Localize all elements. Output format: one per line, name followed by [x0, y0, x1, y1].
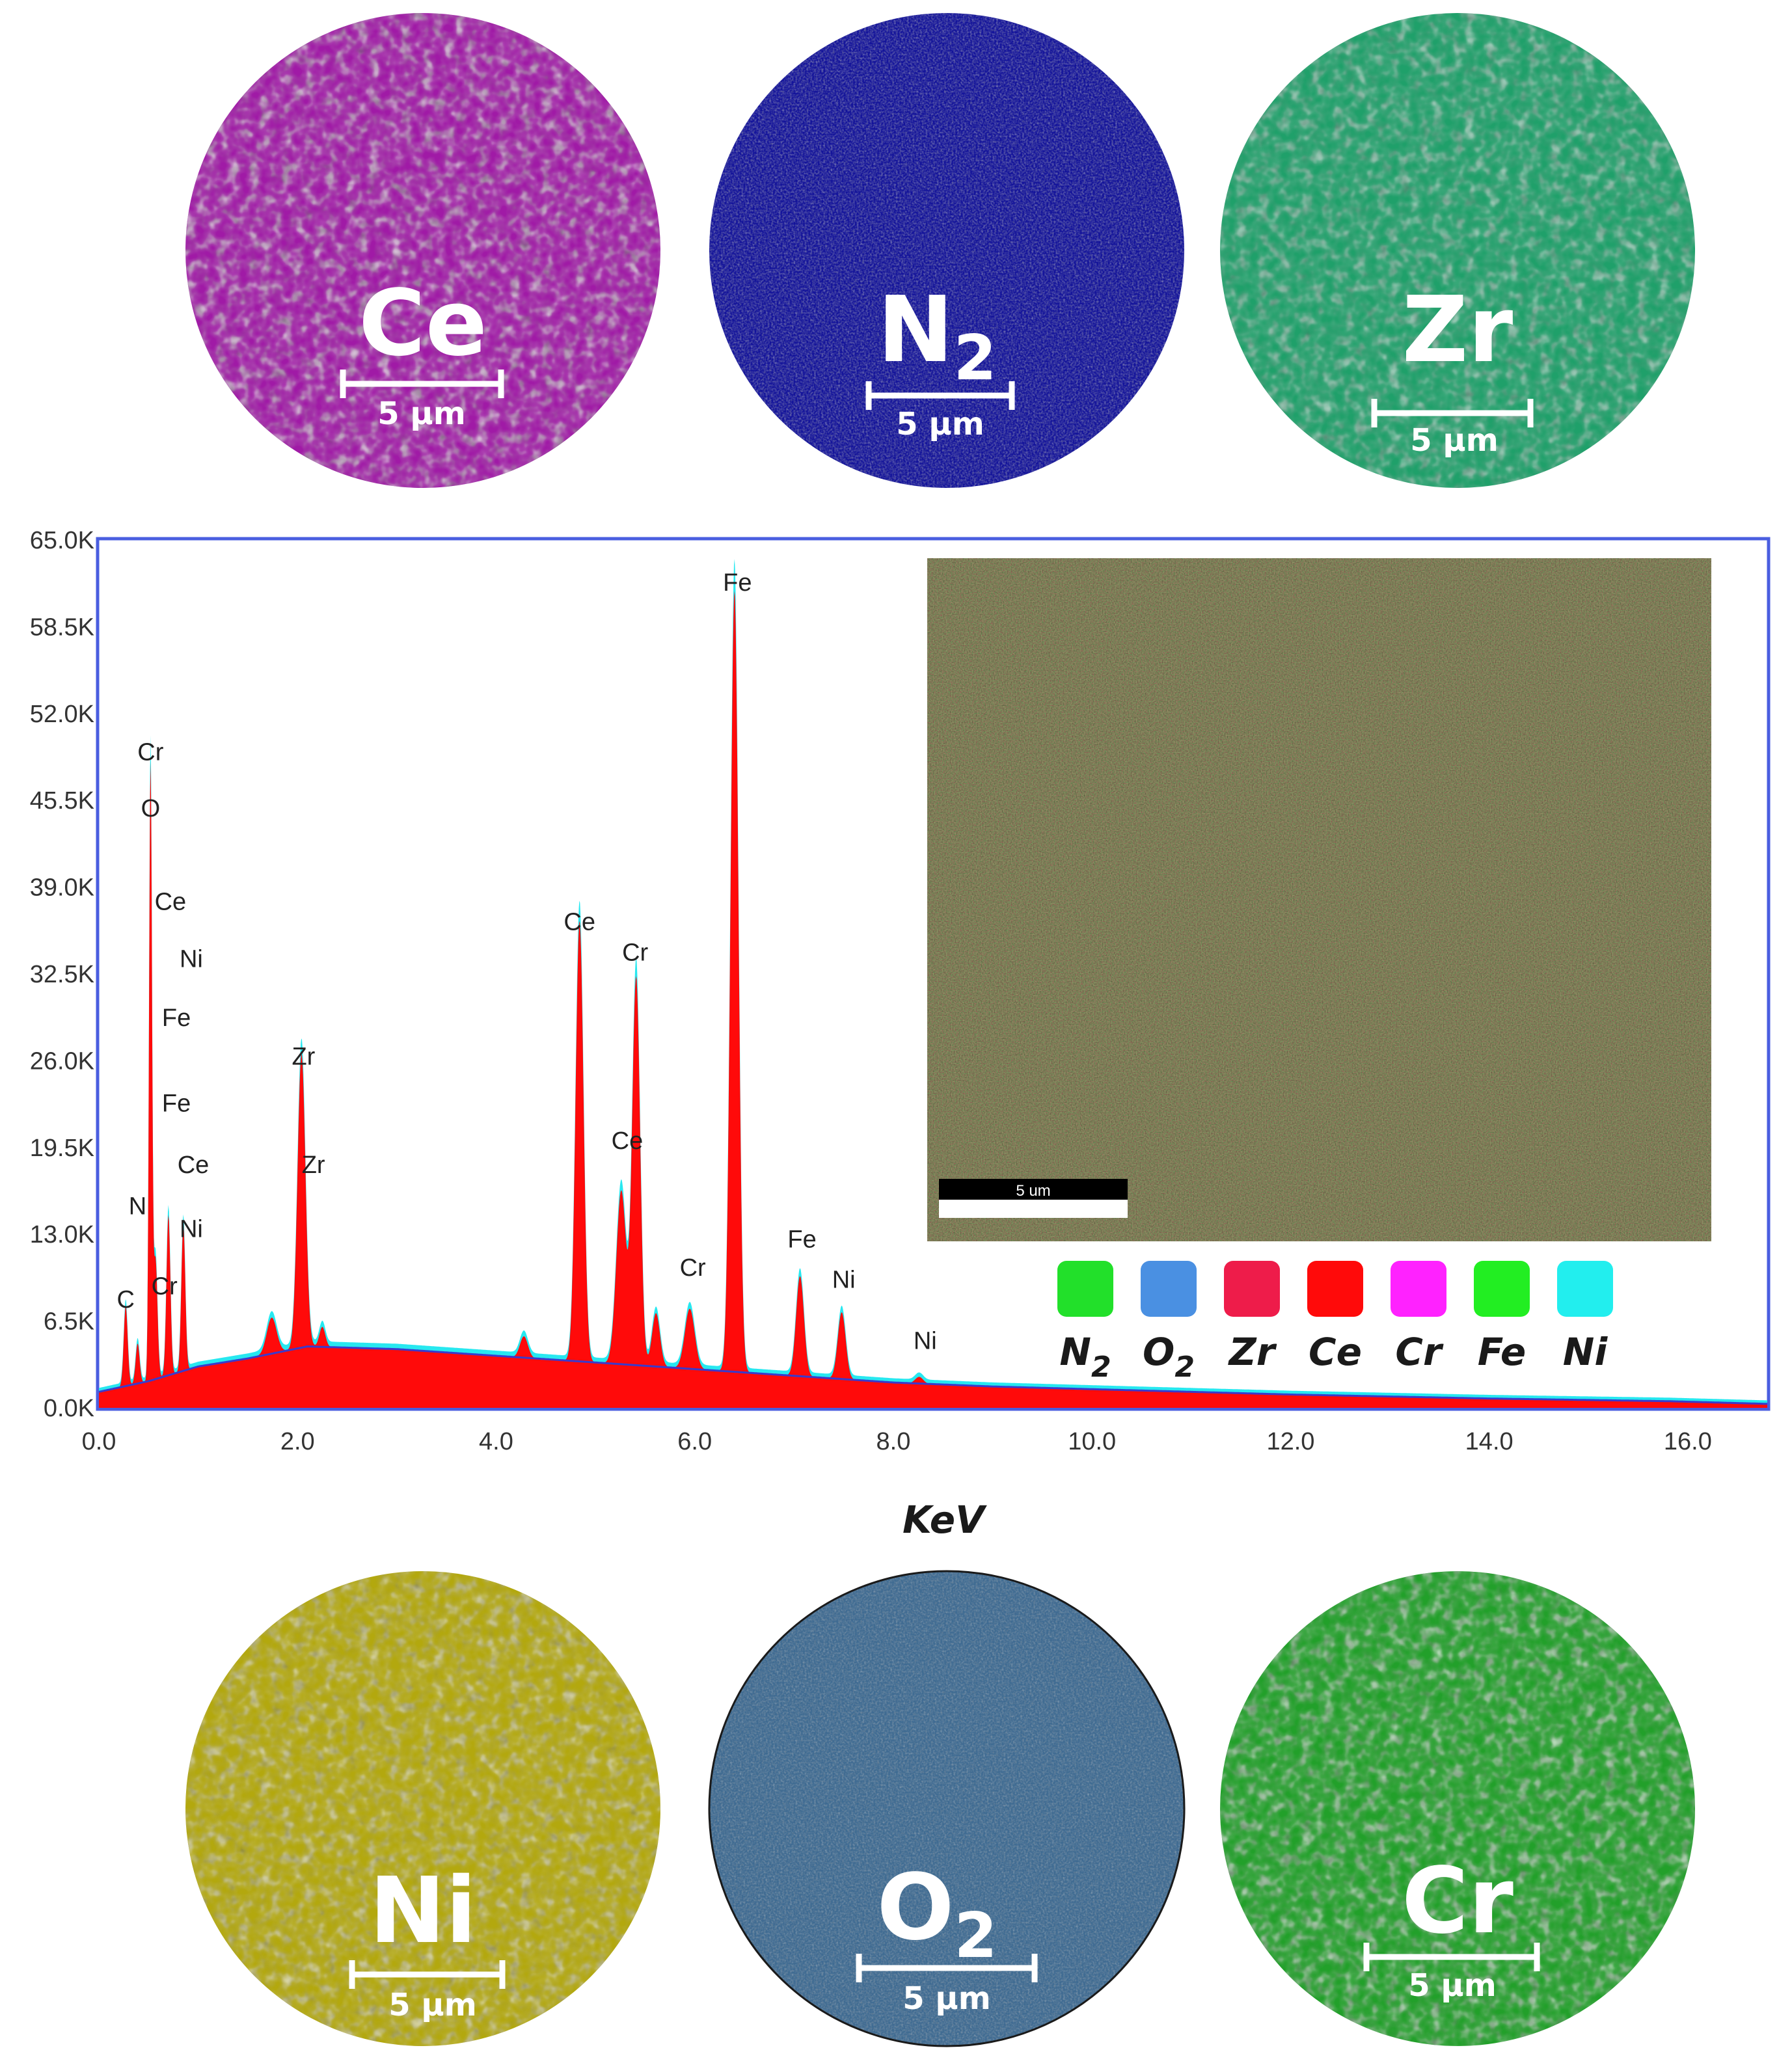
y-tick-label: 6.5K — [44, 1308, 94, 1336]
legend-swatch — [1141, 1261, 1197, 1317]
peak-label: Fe — [162, 1005, 191, 1032]
x-tick-label: 12.0 — [1266, 1428, 1314, 1455]
map-zr-label: Zr — [1402, 277, 1514, 383]
peak-label: Ce — [155, 888, 187, 915]
map-cr: Cr 5 µm — [1220, 1571, 1695, 2046]
legend-label: O2 — [1143, 1330, 1195, 1384]
peak-label: Zr — [292, 1044, 315, 1071]
x-axis-ticks: 0.0 2.0 4.0 6.0 8.0 10.0 12.0 14.0 16.0 — [82, 1428, 1712, 1455]
y-axis-ticks: 0.0K 6.5K 13.0K 19.5K 26.0K 32.5K 39.0K 45.5K 52… — [30, 527, 94, 1422]
x-tick-label: 10.0 — [1068, 1428, 1116, 1455]
legend-label: Zr — [1228, 1330, 1277, 1374]
y-tick-label: 39.0K — [30, 874, 94, 902]
y-tick-label: 0.0K — [44, 1395, 94, 1422]
peak-label: Fe — [787, 1226, 816, 1254]
background-curve — [98, 1345, 1767, 1405]
map-zr: Zr 5 µm — [1220, 13, 1695, 488]
map-n2-scale-text: 5 µm — [896, 406, 984, 442]
peak-label: Cr — [152, 1273, 178, 1301]
peak-label: O — [141, 795, 161, 822]
map-o2-scale-text: 5 µm — [903, 1980, 990, 2017]
x-tick-label: 4.0 — [479, 1428, 513, 1455]
peak-label: Fe — [162, 1090, 191, 1117]
x-tick-label: 6.0 — [677, 1428, 712, 1455]
map-cr-scale-text: 5 µm — [1408, 1967, 1496, 2004]
map-zr-scale-text: 5 µm — [1410, 422, 1498, 459]
legend-swatch — [1474, 1261, 1530, 1317]
x-axis-title: KeV — [903, 1498, 987, 1542]
legend-swatch — [1224, 1261, 1280, 1317]
y-tick-label: 52.0K — [30, 701, 94, 728]
map-ce-scale-text: 5 µm — [377, 396, 465, 432]
map-n2-scalebar — [865, 381, 1015, 410]
peak-label: Cr — [680, 1254, 706, 1282]
inset-scale-text: 5 um — [1016, 1182, 1050, 1200]
y-tick-label: 65.0K — [30, 527, 94, 554]
peak-label: Cr — [137, 739, 163, 766]
peak-label: C — [116, 1286, 134, 1314]
legend-label: Ni — [1563, 1330, 1609, 1374]
peak-label: Ce — [178, 1152, 210, 1179]
map-zr-scalebar — [1371, 399, 1534, 427]
peak-label: Ni — [180, 946, 203, 973]
map-ni-scale-text: 5 µm — [388, 1987, 476, 2023]
legend-label: N2 — [1059, 1330, 1111, 1384]
map-ce-scalebar — [340, 370, 504, 398]
inset-map: 5 um — [927, 558, 1711, 1241]
map-o2-label: O2 — [876, 1855, 997, 1972]
map-n2: N2 5 µm — [709, 13, 1184, 488]
legend-label: Cr — [1395, 1330, 1444, 1374]
peak-label: Cr — [622, 939, 648, 966]
peak-label: Ce — [563, 908, 595, 936]
map-ni-label: Ni — [369, 1858, 476, 1964]
y-tick-label: 58.5K — [30, 614, 94, 641]
peak-label: Ni — [832, 1266, 856, 1293]
x-tick-label: 8.0 — [876, 1428, 911, 1455]
legend-swatch — [1557, 1261, 1613, 1317]
map-ni: Ni 5 µm — [185, 1571, 660, 2046]
y-tick-label: 32.5K — [30, 961, 94, 988]
legend: N2 O2 Zr Ce Cr Fe Ni — [1057, 1261, 1613, 1384]
peak-label: Fe — [723, 569, 752, 597]
peak-label: N — [129, 1193, 146, 1220]
map-cr-scalebar — [1363, 1943, 1540, 1971]
peak-label: Ce — [612, 1127, 644, 1155]
x-tick-label: 14.0 — [1465, 1428, 1514, 1455]
y-tick-label: 19.5K — [30, 1135, 94, 1162]
legend-label: Ce — [1309, 1330, 1362, 1374]
legend-swatch — [1307, 1261, 1363, 1317]
legend-swatch — [1057, 1261, 1113, 1317]
peak-label: Zr — [302, 1152, 325, 1179]
legend-swatch — [1391, 1261, 1446, 1317]
y-tick-label: 26.0K — [30, 1047, 94, 1075]
peak-label: Ni — [914, 1328, 937, 1355]
legend-label: Fe — [1478, 1330, 1526, 1374]
y-tick-label: 13.0K — [30, 1221, 94, 1248]
peak-labels: C N Cr O Ce Ni Fe Fe Ce Ni Cr Zr Zr Ce Cr Ce Cr Fe Fe Ni Ni — [116, 569, 936, 1355]
map-ce: Ce 5 µm — [185, 13, 660, 488]
map-n2-label: N2 — [877, 277, 996, 394]
map-o2-scalebar — [856, 1954, 1038, 1982]
x-tick-label: 2.0 — [280, 1428, 315, 1455]
map-ce-label: Ce — [359, 271, 487, 377]
peak-label: Ni — [180, 1215, 203, 1243]
map-ni-scalebar — [349, 1960, 506, 1989]
y-tick-label: 45.5K — [30, 787, 94, 815]
map-o2: O2 5 µm — [708, 1570, 1186, 2047]
map-cr-label: Cr — [1402, 1848, 1514, 1954]
x-tick-label: 0.0 — [82, 1428, 116, 1455]
x-tick-label: 16.0 — [1664, 1428, 1712, 1455]
